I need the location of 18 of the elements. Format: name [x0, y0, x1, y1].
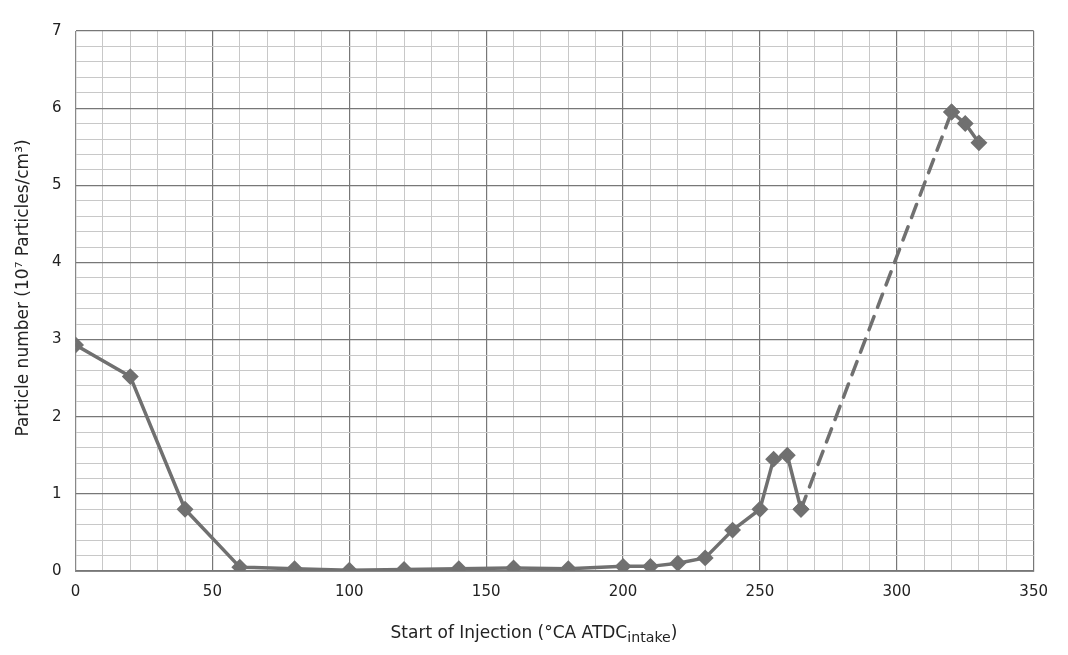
y-tick-label: 7 — [52, 20, 62, 39]
x-tick-label: 250 — [745, 581, 775, 600]
y-tick-label: 0 — [52, 560, 62, 579]
y-tick-label: 6 — [52, 98, 62, 117]
y-tick-label: 1 — [52, 483, 62, 502]
x-tick-label: 300 — [882, 581, 912, 600]
x-tick-label: 100 — [334, 581, 364, 600]
x-axis-title: Start of Injection (°CA ATDC$_{intake}$) — [389, 621, 679, 645]
y-tick-label: 3 — [52, 329, 62, 348]
x-tick-label: 150 — [471, 581, 501, 600]
x-tick-label: 0 — [70, 581, 81, 600]
x-tick-label: 350 — [1019, 581, 1049, 600]
y-tick-label: 2 — [52, 406, 62, 425]
y-tick-label: 5 — [52, 175, 62, 194]
y-tick-label: 4 — [52, 252, 62, 271]
x-tick-label: 50 — [202, 581, 222, 600]
x-tick-label: 200 — [608, 581, 638, 600]
y-axis-title: Particle number (10⁷ Particles/cm³) — [12, 138, 32, 437]
